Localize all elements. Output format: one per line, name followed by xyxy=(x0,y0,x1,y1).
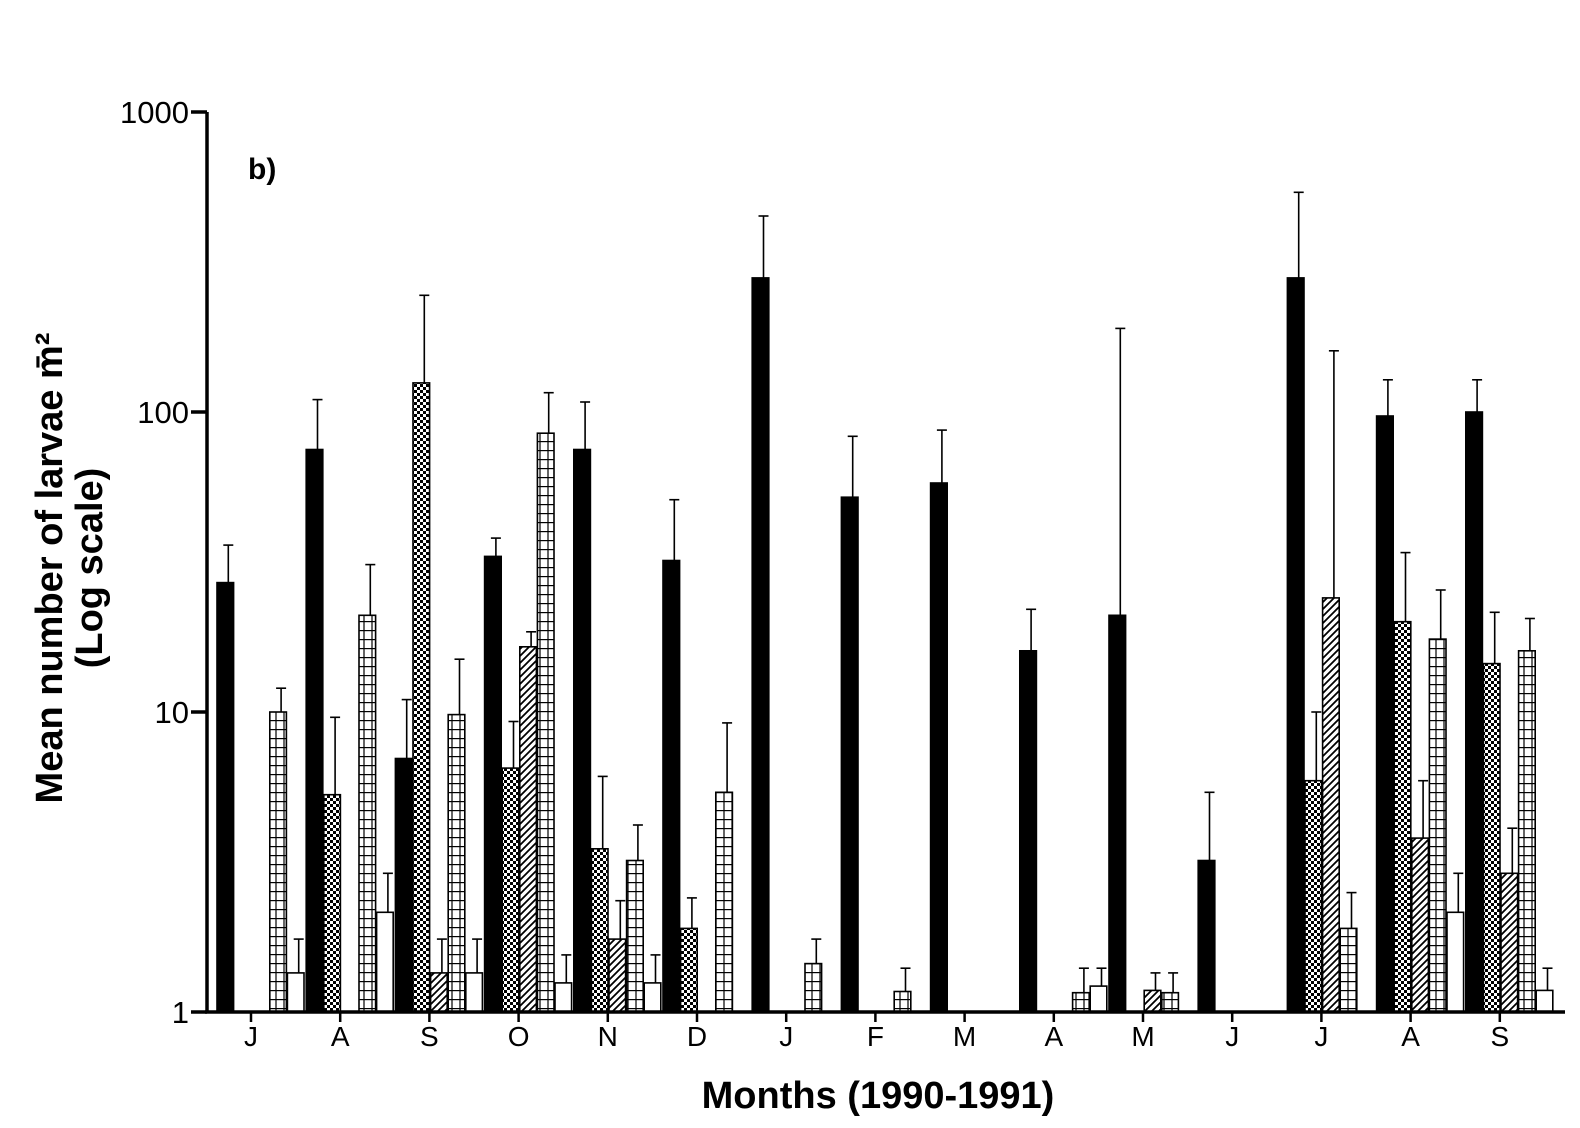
bar-open-1 xyxy=(375,911,395,1013)
y-axis-title-line2: (Log scale) xyxy=(69,468,111,669)
x-tick-label-7: F xyxy=(867,1021,884,1052)
x-tick-label-9: A xyxy=(1044,1021,1063,1052)
bar-horizontal-13 xyxy=(1428,638,1447,1013)
x-tick-label-3: O xyxy=(508,1021,530,1052)
labels-layer: 1 10 100 1000 J A S O N D J F M A M J J A S xyxy=(120,95,1509,1052)
bar-checker-2 xyxy=(412,382,431,1013)
bar-horizontal-14 xyxy=(1517,649,1536,1013)
x-tick-label-13: A xyxy=(1401,1021,1420,1052)
y-tick-label-1000: 1000 xyxy=(120,95,189,130)
bar-horizontal-6 xyxy=(804,962,823,1013)
bar-open-2 xyxy=(464,972,484,1013)
x-tick-label-4: N xyxy=(598,1021,618,1052)
bar-solid-10 xyxy=(1108,614,1127,1013)
bar-horizontal-7 xyxy=(893,990,912,1013)
bar-solid-12 xyxy=(1286,277,1305,1013)
bar-horizontal-2 xyxy=(447,713,466,1013)
bar-checker-13 xyxy=(1393,620,1412,1013)
x-axis-title: Months (1990-1991) xyxy=(702,1075,1055,1117)
bar-horizontal-1 xyxy=(358,614,377,1013)
bar-solid-7 xyxy=(840,496,859,1013)
bar-diagonal-3 xyxy=(518,645,538,1013)
bar-solid-6 xyxy=(751,277,770,1013)
error-bars-layer xyxy=(223,191,1553,993)
bar-checker-12 xyxy=(1304,779,1323,1013)
x-tick-label-10: M xyxy=(1131,1021,1154,1052)
bar-solid-13 xyxy=(1375,415,1394,1013)
bar-checker-1 xyxy=(322,793,342,1013)
bar-solid-4 xyxy=(572,448,592,1013)
bar-diagonal-4 xyxy=(608,938,627,1013)
bar-horizontal-12 xyxy=(1339,927,1358,1013)
x-tick-label-6: J xyxy=(779,1021,793,1052)
x-tick-label-12: J xyxy=(1314,1021,1328,1052)
bar-open-4 xyxy=(643,982,662,1013)
bar-checker-14 xyxy=(1482,662,1501,1013)
bar-open-14 xyxy=(1535,989,1554,1013)
bar-diagonal-14 xyxy=(1500,872,1519,1013)
x-tick-label-0: J xyxy=(244,1021,258,1052)
bar-diagonal-10 xyxy=(1143,989,1162,1013)
bars-layer xyxy=(216,277,1554,1013)
bar-solid-8 xyxy=(929,482,948,1013)
bar-open-3 xyxy=(554,982,573,1013)
bar-horizontal-4 xyxy=(625,859,644,1013)
bar-solid-1 xyxy=(305,448,324,1013)
y-tick-label-1: 1 xyxy=(172,995,189,1030)
x-tick-label-1: A xyxy=(331,1021,350,1052)
x-tick-label-8: M xyxy=(953,1021,976,1052)
x-tick-label-14: S xyxy=(1490,1021,1509,1052)
y-tick-label-10: 10 xyxy=(155,695,189,730)
bar-checker-3 xyxy=(501,767,520,1013)
bar-solid-0 xyxy=(216,581,235,1013)
bar-horizontal-10 xyxy=(1161,991,1180,1013)
bar-solid-5 xyxy=(662,559,681,1013)
bar-horizontal-5 xyxy=(714,791,734,1013)
bar-solid-11 xyxy=(1197,859,1216,1013)
bar-open-0 xyxy=(286,972,305,1013)
panel-label: b) xyxy=(248,153,276,186)
bar-horizontal-3 xyxy=(536,432,555,1013)
bar-solid-9 xyxy=(1018,649,1038,1013)
bar-horizontal-9 xyxy=(1071,991,1090,1013)
bar-checker-5 xyxy=(679,927,698,1013)
y-tick-label-100: 100 xyxy=(137,395,189,430)
bar-solid-2 xyxy=(394,757,413,1013)
x-tick-label-11: J xyxy=(1225,1021,1239,1052)
bar-solid-14 xyxy=(1465,411,1484,1013)
bar-diagonal-2 xyxy=(429,972,449,1013)
bar-open-13 xyxy=(1446,911,1465,1013)
y-axis-title: Mean number of larvae m̄² (Log scale) xyxy=(29,333,111,804)
y-axis-title-line1: Mean number of larvae m̄² xyxy=(29,333,71,804)
x-tick-label-5: D xyxy=(687,1021,707,1052)
bar-solid-3 xyxy=(483,555,503,1013)
bar-open-9 xyxy=(1089,985,1108,1013)
axes-layer xyxy=(191,110,1565,1022)
x-tick-label-2: S xyxy=(420,1021,439,1052)
bar-diagonal-12 xyxy=(1321,597,1340,1013)
bar-checker-4 xyxy=(590,847,609,1013)
bar-diagonal-13 xyxy=(1411,837,1430,1013)
bar-horizontal-0 xyxy=(268,711,288,1013)
